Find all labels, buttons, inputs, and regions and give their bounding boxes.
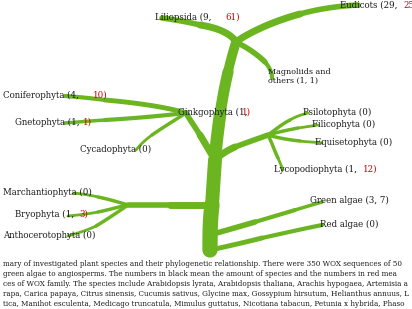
Text: Green algae (3, 7): Green algae (3, 7): [310, 195, 389, 205]
Text: ces of WOX family. The species include Arabidopsis lyrata, Arabidopsis thaliana,: ces of WOX family. The species include A…: [3, 280, 408, 288]
Text: Anthocerotophyta (0): Anthocerotophyta (0): [3, 231, 96, 239]
Text: Equisetophyta (0): Equisetophyta (0): [315, 138, 392, 146]
Text: 3): 3): [79, 210, 88, 218]
Text: 12): 12): [363, 164, 378, 173]
Text: Gnetophyta (1,: Gnetophyta (1,: [15, 117, 82, 127]
Text: Liliopsida (9,: Liliopsida (9,: [155, 12, 214, 22]
Text: Coniferophyta (4,: Coniferophyta (4,: [3, 91, 82, 99]
Text: rapa, Carica papaya, Citrus sinensis, Cucumis sativus, Glycine max, Gossypium hi: rapa, Carica papaya, Citrus sinensis, Cu…: [3, 290, 409, 298]
Text: Ginkgophyta (1,: Ginkgophyta (1,: [178, 108, 250, 116]
Text: Cycadophyta (0): Cycadophyta (0): [80, 144, 151, 154]
Text: 61): 61): [225, 12, 240, 22]
Text: Eudicots (29,: Eudicots (29,: [340, 1, 400, 10]
Text: Psilotophyta (0): Psilotophyta (0): [303, 108, 371, 116]
Text: tica, Manihot esculenta, Medicago truncatula, Mimulus guttatus, Nicotiana tabacu: tica, Manihot esculenta, Medicago trunca…: [3, 300, 405, 308]
Text: 254): 254): [403, 1, 412, 10]
Text: green algae to angiosperms. The numbers in black mean the amount of species and : green algae to angiosperms. The numbers …: [3, 270, 397, 278]
Text: Bryophyta (1,: Bryophyta (1,: [15, 210, 77, 218]
Text: Marchantiophyta (0): Marchantiophyta (0): [3, 188, 92, 197]
Text: Filicophyta (0): Filicophyta (0): [312, 120, 375, 129]
Text: 10): 10): [93, 91, 108, 99]
Text: mary of investigated plant species and their phylogenetic relationship. There we: mary of investigated plant species and t…: [3, 260, 402, 268]
Text: Lycopodiophyta (1,: Lycopodiophyta (1,: [274, 164, 360, 174]
Text: Magnoliids and
others (1, 1): Magnoliids and others (1, 1): [268, 68, 330, 85]
Text: 1): 1): [242, 108, 251, 116]
Text: 1): 1): [83, 117, 92, 126]
Text: Red algae (0): Red algae (0): [320, 219, 379, 229]
